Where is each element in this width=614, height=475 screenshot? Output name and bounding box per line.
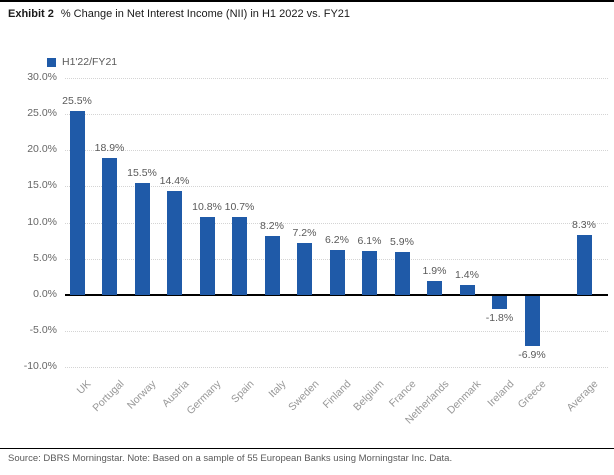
bar bbox=[576, 234, 592, 295]
bar-value-label: 18.9% bbox=[94, 142, 125, 155]
gridline bbox=[65, 186, 608, 188]
bar bbox=[134, 182, 150, 295]
bar-value-label: 25.5% bbox=[62, 94, 92, 107]
bar-value-label: 7.2% bbox=[292, 226, 317, 239]
legend-swatch bbox=[47, 57, 56, 67]
bar-value-label: 6.1% bbox=[357, 234, 382, 247]
chart-title: % Change in Net Interest Income (NII) in… bbox=[60, 8, 351, 20]
bar bbox=[167, 190, 182, 295]
gridline bbox=[65, 330, 608, 332]
bar bbox=[394, 252, 410, 295]
y-axis-tick-label: 10.0% bbox=[27, 215, 57, 228]
bar bbox=[459, 284, 475, 295]
y-axis-tick-label: 30.0% bbox=[27, 71, 57, 83]
gridline bbox=[65, 78, 608, 79]
bar bbox=[362, 250, 377, 295]
bar bbox=[102, 158, 117, 295]
gridline bbox=[65, 222, 608, 224]
source-note: Source: DBRS Morningstar. Note: Based on… bbox=[8, 453, 453, 464]
bar-value-label: 5.9% bbox=[390, 236, 414, 249]
bar bbox=[69, 110, 85, 295]
y-axis-tick-label: 20.0% bbox=[27, 143, 57, 156]
legend-label: H1'22/FY21 bbox=[62, 56, 118, 68]
bottom-rule bbox=[0, 448, 614, 449]
chart-header: Exhibit 2 % Change in Net Interest Income… bbox=[8, 8, 350, 20]
bar-value-label: 10.8% bbox=[192, 200, 222, 213]
bar bbox=[297, 242, 312, 295]
bar bbox=[199, 216, 215, 295]
bar-value-label: 10.7% bbox=[224, 201, 255, 214]
top-rule bbox=[0, 0, 614, 2]
legend: H1'22/FY21 bbox=[47, 56, 117, 68]
bar bbox=[427, 281, 442, 295]
y-axis-tick-label: -5.0% bbox=[29, 323, 57, 336]
bar-value-label: 8.3% bbox=[572, 218, 596, 231]
bar-value-label: 15.5% bbox=[127, 166, 157, 179]
bar bbox=[232, 217, 247, 295]
y-axis-tick-label: -10.0% bbox=[23, 360, 57, 372]
bar bbox=[524, 295, 540, 346]
x-axis-line bbox=[65, 294, 608, 296]
gridline bbox=[65, 114, 608, 116]
bar-value-label: -1.8% bbox=[485, 311, 514, 324]
bar bbox=[264, 235, 280, 295]
exhibit-label: Exhibit 2 bbox=[8, 8, 54, 20]
bar-value-label: 8.2% bbox=[260, 219, 284, 232]
bar-value-label: 14.4% bbox=[159, 174, 190, 187]
bar bbox=[492, 295, 507, 309]
y-axis-tick-label: 5.0% bbox=[33, 251, 57, 264]
gridline bbox=[65, 367, 608, 368]
bar-value-label: 1.9% bbox=[422, 265, 447, 278]
y-axis-tick-label: 0.0% bbox=[33, 287, 57, 300]
bar-value-label: -6.9% bbox=[518, 348, 546, 361]
y-axis-tick-label: 25.0% bbox=[27, 107, 57, 120]
bar bbox=[329, 249, 345, 295]
bar-value-label: 6.2% bbox=[325, 233, 349, 246]
bar-value-label: 1.4% bbox=[455, 268, 479, 281]
gridline bbox=[65, 150, 608, 152]
y-axis-tick-label: 15.0% bbox=[27, 179, 57, 192]
